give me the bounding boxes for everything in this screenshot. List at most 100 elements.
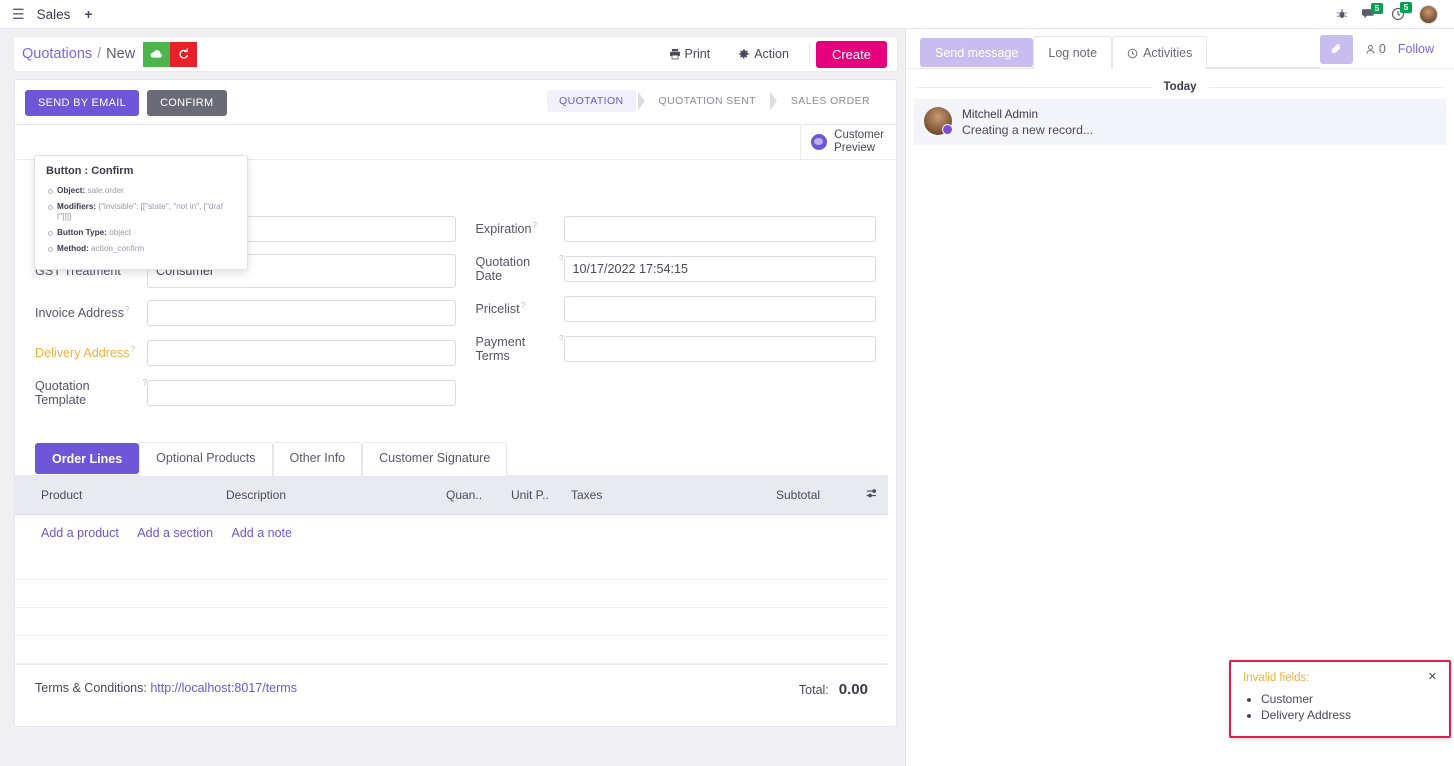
customer-preview-button[interactable]: Customer Preview [800,125,896,159]
tab-order-lines[interactable]: Order Lines [35,443,140,474]
invalid-fields-notification: Invalid fields: ✕ Customer Delivery Addr… [1229,660,1451,738]
followers-count: 0 [1378,42,1386,56]
user-avatar[interactable] [1419,4,1438,24]
clock-icon [1127,48,1138,58]
invoice-address-input[interactable] [147,300,456,326]
app-brand-sales[interactable]: Sales [36,6,71,22]
print-label: Print [684,47,711,61]
table-row [15,635,888,664]
add-a-note-link[interactable]: Add a note [231,526,292,540]
help-icon: ? [532,221,537,230]
delivery-address-input[interactable] [147,340,456,366]
col-description[interactable]: Description [220,476,440,515]
send-by-email-button[interactable]: SEND BY EMAIL [25,90,140,116]
send-message-button[interactable]: Send message [920,38,1034,67]
close-icon[interactable]: ✕ [1427,671,1437,683]
tab-other-info[interactable]: Other Info [272,442,363,476]
gst-treatment-input[interactable] [147,254,456,288]
day-separator: Today [906,69,1454,99]
undo-discard-icon[interactable] [170,41,198,67]
label-expiration: Expiration? [475,221,537,237]
chatter-right-tools: 0 Follow [1319,35,1444,68]
field-row-expiration: Expiration? [475,214,876,244]
tooltip-rows: Object: sale.order Modifiers: {"invisibl… [46,186,236,254]
form-column: Quotations / New Print Acti [0,29,905,766]
tab-optional-products[interactable]: Optional Products [139,442,273,476]
confirm-button-tooltip: Button : Confirm Object: sale.order Modi… [34,155,248,271]
messages-icon[interactable]: 5 [1362,2,1383,21]
expiration-input[interactable] [563,216,876,242]
person-icon [1366,44,1375,54]
stage-quotation[interactable]: QUOTATION [547,90,636,112]
quotation-date-input[interactable] [563,256,876,282]
order-lines-table: Product Description Quan.. Unit P.. Taxe… [15,476,888,664]
cloud-save-icon[interactable] [143,41,171,67]
form-sheet: Customer Preview Customer? [14,124,897,727]
help-icon: ? [124,305,130,314]
terms-link[interactable]: http://localhost:8017/terms [150,680,297,695]
breadcrumb-quotations[interactable]: Quotations [22,46,93,62]
form-right-column: Expiration? Quotation Date? [456,214,876,418]
terms-label: Terms & Conditions: [35,680,147,695]
globe-icon [811,134,828,150]
tooltip-row-button-type: Button Type: object [46,228,236,239]
hamburger-menu-icon[interactable]: ☰ [12,6,25,22]
field-row-quotation-template: Quotation Template? [35,378,456,408]
order-lines-head: Product Description Quan.. Unit P.. Taxe… [15,476,888,515]
totals-zone: Terms & Conditions: http://localhost:801… [15,663,888,726]
paperclip-icon[interactable] [1319,35,1353,64]
column-options-icon[interactable] [860,476,888,515]
add-links-cell: Add a product Add a section Add a note [15,515,888,552]
gear-icon [739,49,750,59]
stage-arrow-icon [769,92,777,110]
log-note-button[interactable]: Log note [1033,36,1113,69]
add-a-section-link[interactable]: Add a section [137,526,214,540]
breadcrumb: Quotations / New [22,41,198,67]
label-quotation-template: Quotation Template? [35,378,147,408]
chatter: Send message Log note Activities 0 Follo… [906,29,1454,766]
tab-customer-signature[interactable]: Customer Signature [362,442,508,476]
follow-button[interactable]: Follow [1397,42,1434,56]
stage-sales-order[interactable]: SALES ORDER [790,95,870,107]
control-panel-divider [808,43,810,65]
followers-button[interactable]: 0 [1365,42,1386,56]
pricelist-input[interactable] [563,296,876,322]
new-tab-plus-icon[interactable]: + [84,6,93,22]
table-row [15,551,888,580]
field-row-pricelist: Pricelist? [475,294,876,324]
message-content: Mitchell Admin Creating a new record... [962,107,1093,137]
stage-quotation-sent[interactable]: QUOTATION SENT [658,95,756,107]
total-value: 0.00 [838,680,868,698]
clock-icon[interactable]: 5 [1391,2,1412,21]
form-fields: Customer? GST Treatment? [15,208,896,442]
messages-badge: 5 [1371,2,1383,14]
col-product[interactable]: Product [15,476,220,515]
status-bar: SEND BY EMAIL CONFIRM QUOTATION QUOTATIO… [14,79,897,124]
quotation-template-input[interactable] [147,380,456,406]
bug-icon[interactable] [1336,8,1348,20]
chatter-panel: Send message Log note Activities 0 Follo… [905,29,1454,766]
confirm-button[interactable]: CONFIRM [147,90,227,116]
record-save-discard-group [143,41,198,67]
label-pricelist: Pricelist? [475,301,526,317]
activities-button[interactable]: Activities [1112,36,1208,69]
day-line-right [1208,86,1445,88]
create-button[interactable]: Create [815,40,887,68]
field-row-delivery-address: Delivery Address? [35,338,456,368]
systray: 5 5 [1336,2,1444,24]
payment-terms-input[interactable] [563,336,876,362]
col-unit-price[interactable]: Unit P.. [505,476,565,515]
print-button[interactable]: Print [655,47,725,61]
col-quantity[interactable]: Quan.. [440,476,505,515]
activities-badge: 5 [1400,2,1412,13]
col-subtotal[interactable]: Subtotal [770,476,860,515]
breadcrumb-current: New [106,46,136,62]
tooltip-row-object: Object: sale.order [46,186,236,197]
chatter-message: Mitchell Admin Creating a new record... [914,99,1446,145]
printer-icon [669,48,680,60]
table-row [15,579,888,608]
help-icon: ? [559,254,564,263]
col-taxes[interactable]: Taxes [565,476,770,515]
action-button[interactable]: Action [724,47,803,61]
add-a-product-link[interactable]: Add a product [41,526,119,540]
